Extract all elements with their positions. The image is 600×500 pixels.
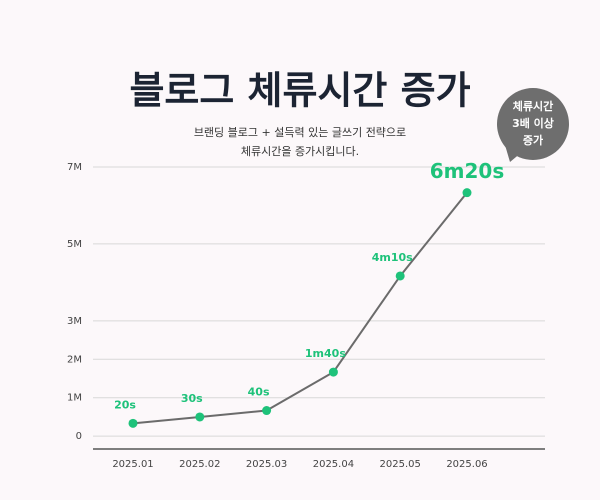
badge-circle — [497, 88, 569, 160]
point — [262, 406, 272, 416]
badge-text: 3배 이상 — [512, 116, 554, 130]
chart-title: 블로그 체류시간 증가 — [129, 69, 470, 113]
x-tick-label: 2025.05 — [380, 459, 421, 470]
data-label: 4m10s — [372, 251, 413, 264]
y-tick-label: 1M — [67, 393, 82, 404]
data-label: 30s — [181, 392, 203, 405]
y-tick-label: 0 — [76, 431, 82, 442]
y-tick-label: 5M — [67, 239, 82, 250]
y-tick-label: 2M — [67, 354, 82, 365]
badge-text: 증가 — [523, 133, 543, 147]
point — [195, 412, 205, 422]
data-label: 1m40s — [305, 347, 346, 360]
point — [395, 271, 405, 281]
data-label: 6m20s — [430, 159, 505, 183]
subtitle: 체류시간을 증가시킵니다. — [241, 145, 359, 158]
x-tick-label: 2025.01 — [112, 459, 153, 470]
subtitle: 브랜딩 블로그 + 설득력 있는 글쓰기 전략으로 — [194, 126, 406, 139]
badge: 체류시간 3배 이상 증가 — [497, 88, 569, 162]
data-label: 40s — [248, 386, 270, 399]
point — [328, 367, 338, 377]
line — [132, 192, 468, 425]
x-tick-label: 2025.06 — [446, 459, 487, 470]
x-tick-label: 2025.04 — [313, 459, 354, 470]
y-tick-label: 3M — [67, 316, 82, 327]
data-label: 20s — [114, 398, 136, 411]
point — [128, 418, 138, 428]
x-tick-label: 2025.02 — [179, 459, 220, 470]
y-tick-label: 7M — [67, 162, 82, 173]
x-tick-label: 2025.03 — [246, 459, 287, 470]
point — [462, 188, 472, 198]
badge-text: 체류시간 — [513, 99, 553, 113]
